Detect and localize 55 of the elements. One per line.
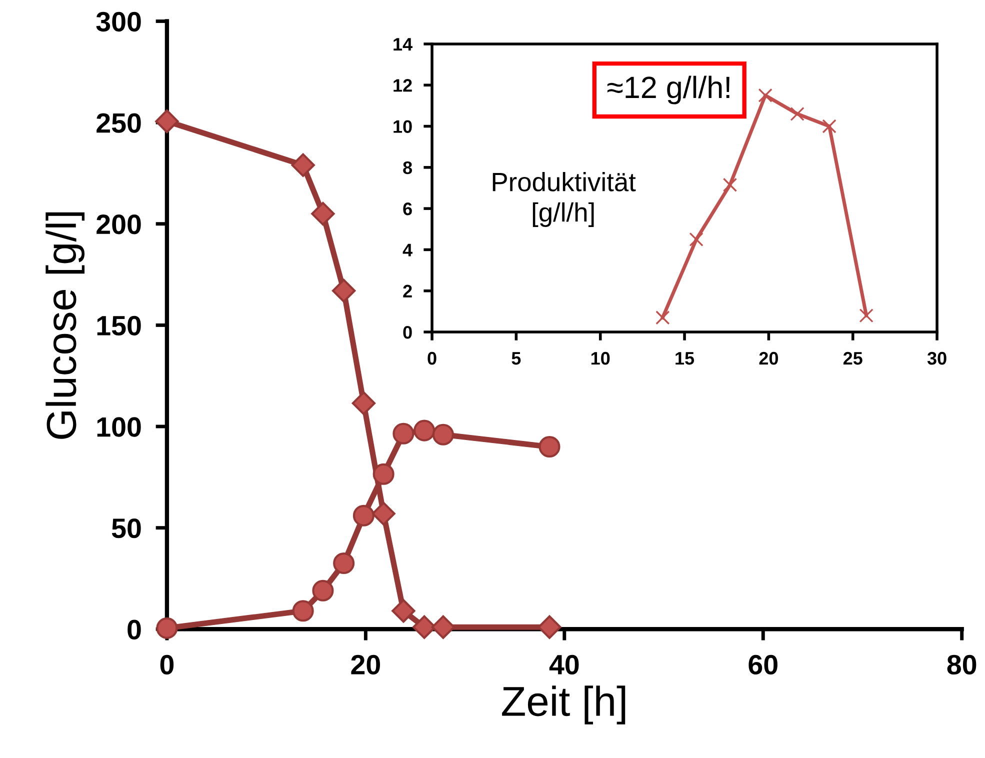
y-tick-label: 300: [96, 12, 141, 32]
point: [372, 502, 396, 526]
y-tick-label: 150: [97, 316, 141, 336]
y-tick-label: 8: [403, 161, 412, 174]
x-tick-label: 80: [947, 654, 976, 675]
y-tick-label: 0: [128, 620, 141, 640]
y-tick-label: 0: [403, 326, 412, 339]
x-tick-label: 20: [351, 654, 380, 675]
point: [333, 552, 355, 574]
y-tick-label: 14: [394, 38, 412, 51]
y-axis-title: Glucose [g/l]: [46, 212, 85, 439]
annotation: ≈12 g/l/h!: [607, 76, 730, 104]
point: [822, 119, 836, 134]
x-tick-label: 5: [512, 352, 521, 365]
x-tick-label: 0: [160, 654, 174, 675]
point: [859, 308, 874, 323]
x-tick-label: 10: [591, 352, 610, 365]
point: [291, 153, 315, 177]
y-tick-label: 4: [402, 244, 412, 256]
point: [538, 615, 562, 639]
point: [722, 178, 738, 192]
point: [689, 232, 704, 247]
point: [372, 463, 394, 485]
point: [432, 424, 454, 446]
y-tick-label: 10: [394, 120, 412, 133]
x-axis-title: Zeit [h]: [502, 686, 626, 724]
annotation: Produktivität [g/l/h]: [492, 172, 636, 227]
x-tick-label: 60: [748, 654, 778, 675]
point: [758, 88, 772, 102]
point: [392, 422, 414, 444]
point: [292, 600, 314, 622]
x-tick-label: 15: [676, 352, 694, 365]
point: [312, 580, 334, 602]
point: [352, 391, 376, 416]
point: [656, 310, 670, 325]
point: [790, 106, 804, 121]
x-tick-label: 0: [428, 352, 436, 365]
x-tick-label: 25: [843, 352, 862, 365]
y-tick-label: 50: [112, 518, 141, 538]
point: [155, 109, 179, 134]
point: [392, 599, 416, 623]
point: [414, 420, 436, 442]
y-tick-label: 250: [96, 113, 141, 133]
x-tick-label: 40: [549, 654, 579, 675]
y-tick-label: 12: [394, 79, 412, 92]
x-tick-label: 20: [759, 352, 778, 365]
point: [538, 436, 560, 458]
y-tick-label: 2: [403, 284, 412, 298]
x-tick-label: 30: [927, 352, 946, 365]
point: [311, 202, 335, 226]
point: [332, 278, 356, 303]
y-tick-label: 200: [96, 214, 141, 234]
y-tick-label: 6: [403, 202, 412, 216]
point: [352, 504, 374, 526]
y-tick-label: 100: [97, 417, 141, 437]
